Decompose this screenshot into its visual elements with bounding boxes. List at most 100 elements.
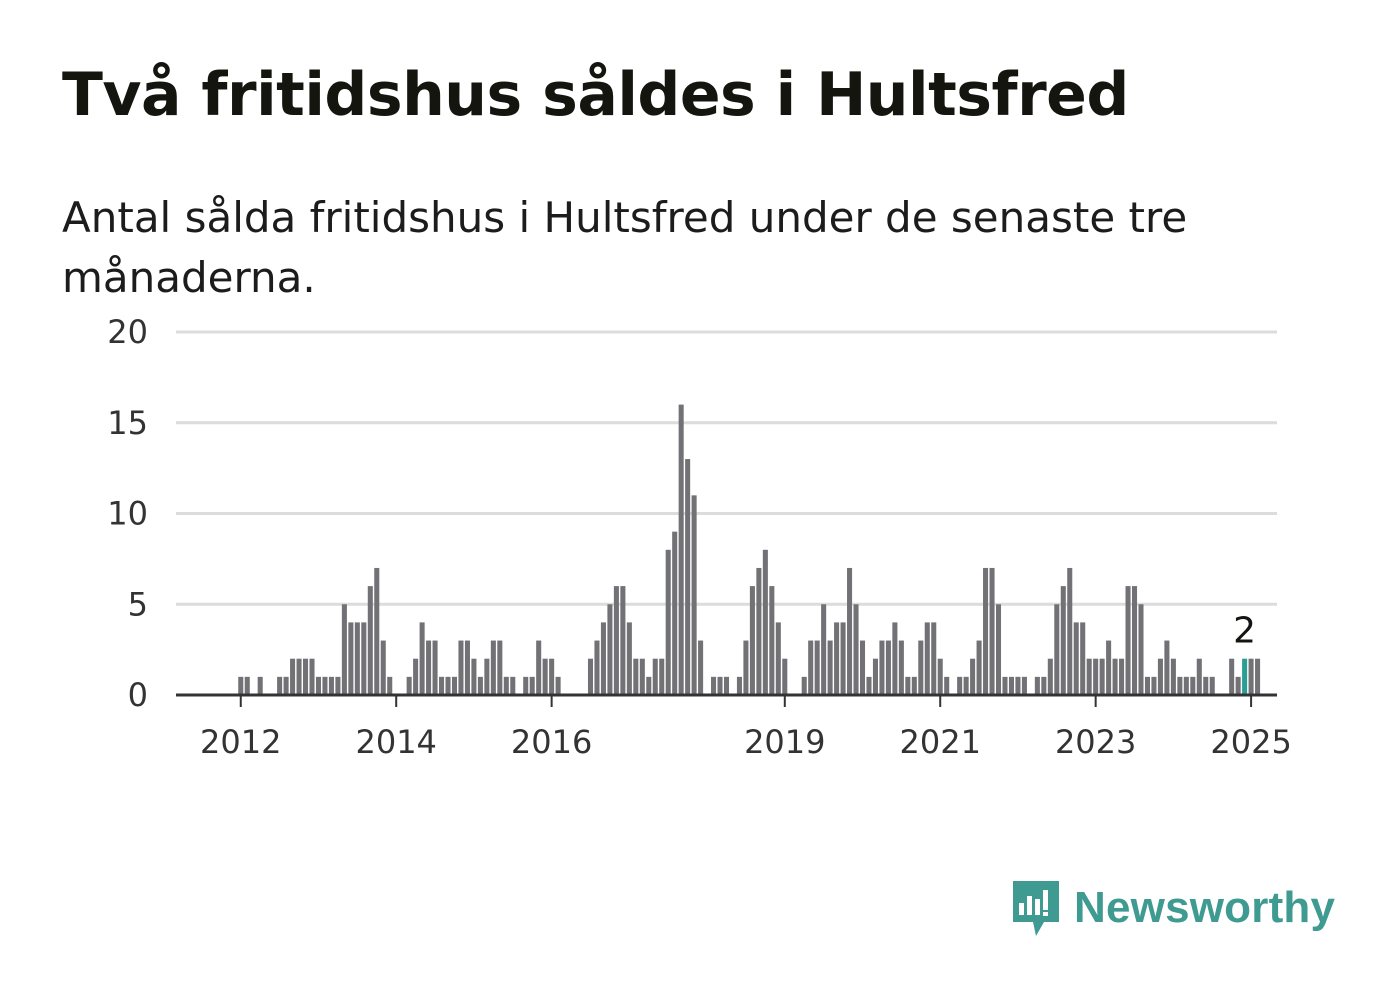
bar — [277, 676, 283, 695]
bar — [1131, 586, 1138, 695]
bar — [769, 586, 775, 695]
newsworthy-logo[interactable]: Newsworthy — [1010, 878, 1335, 938]
bar — [989, 567, 995, 695]
bar — [801, 676, 807, 695]
bar — [341, 604, 347, 695]
bar — [335, 676, 341, 695]
bar — [523, 676, 529, 695]
bar — [348, 622, 354, 695]
bar — [905, 676, 911, 695]
x-tick-label: 2016 — [511, 723, 592, 761]
bar — [685, 459, 691, 695]
bar — [1086, 658, 1092, 695]
bar — [1138, 604, 1144, 695]
bar — [490, 640, 496, 695]
bar — [976, 640, 982, 695]
bar — [290, 658, 296, 695]
bar — [717, 676, 723, 695]
bar — [600, 622, 606, 695]
bar — [367, 586, 373, 695]
bar — [924, 622, 930, 695]
bar — [827, 640, 833, 695]
bar — [1125, 586, 1131, 695]
bars — [238, 404, 1261, 695]
bar — [1196, 658, 1202, 695]
x-tick-label: 2014 — [355, 723, 436, 761]
bar — [840, 622, 846, 695]
bar — [898, 640, 904, 695]
bar — [510, 676, 516, 695]
bar — [1157, 658, 1163, 695]
bar — [413, 658, 419, 695]
bar — [613, 586, 619, 695]
bar — [1112, 658, 1118, 695]
bar — [1034, 676, 1040, 695]
bar — [821, 604, 827, 695]
bar — [1106, 640, 1112, 695]
bar — [626, 622, 632, 695]
bar — [439, 676, 445, 695]
bar — [1170, 658, 1176, 695]
bar — [859, 640, 866, 695]
bar — [451, 676, 458, 695]
bar — [1151, 676, 1157, 695]
bar — [672, 531, 678, 695]
bar — [892, 622, 898, 695]
y-tick-label: 20 — [107, 313, 148, 351]
chart-title: Två fritidshus såldes i Hultsfred — [62, 60, 1129, 130]
bar — [853, 604, 859, 695]
bar — [1144, 676, 1150, 695]
bar — [633, 658, 639, 695]
bar — [665, 549, 671, 695]
bar — [549, 658, 555, 695]
bar — [1080, 622, 1086, 695]
highlight-value-label: 2 — [1233, 611, 1256, 652]
bar — [1015, 676, 1021, 695]
bar — [1041, 676, 1047, 695]
bar — [652, 658, 658, 695]
bar — [445, 676, 451, 695]
bar — [1248, 658, 1254, 695]
bar — [1054, 604, 1060, 695]
bar — [957, 676, 963, 695]
bar — [380, 640, 386, 695]
bar — [361, 622, 367, 695]
newsworthy-logo-icon — [1013, 881, 1059, 936]
bar — [406, 676, 412, 695]
bar — [503, 676, 509, 695]
bar — [620, 586, 626, 695]
y-tick-label: 0 — [128, 676, 148, 714]
bar — [1177, 676, 1183, 695]
bar — [607, 604, 613, 695]
bar — [587, 658, 594, 695]
highlight-bar — [1242, 658, 1248, 695]
bar — [244, 676, 250, 695]
bar — [885, 640, 891, 695]
bar — [847, 567, 853, 695]
bar — [458, 640, 464, 695]
bar — [944, 676, 950, 695]
bar — [1190, 676, 1196, 695]
bar — [354, 622, 360, 695]
bar — [736, 676, 742, 695]
bar — [309, 658, 315, 695]
bar — [646, 676, 652, 695]
bar — [464, 640, 470, 695]
bar — [542, 658, 548, 695]
bar — [1073, 622, 1079, 695]
bar — [1229, 658, 1235, 695]
bar — [296, 658, 302, 695]
bar — [723, 676, 730, 695]
bar — [484, 658, 490, 695]
bar — [698, 640, 704, 695]
y-tick-label: 10 — [107, 495, 148, 533]
bar — [529, 676, 535, 695]
x-tick-label: 2025 — [1210, 723, 1291, 761]
bar — [743, 640, 749, 695]
gridlines — [176, 330, 1277, 606]
x-tick-label: 2023 — [1055, 723, 1136, 761]
bar — [1060, 586, 1066, 695]
x-tick-label: 2019 — [744, 723, 825, 761]
bar — [1235, 676, 1241, 695]
